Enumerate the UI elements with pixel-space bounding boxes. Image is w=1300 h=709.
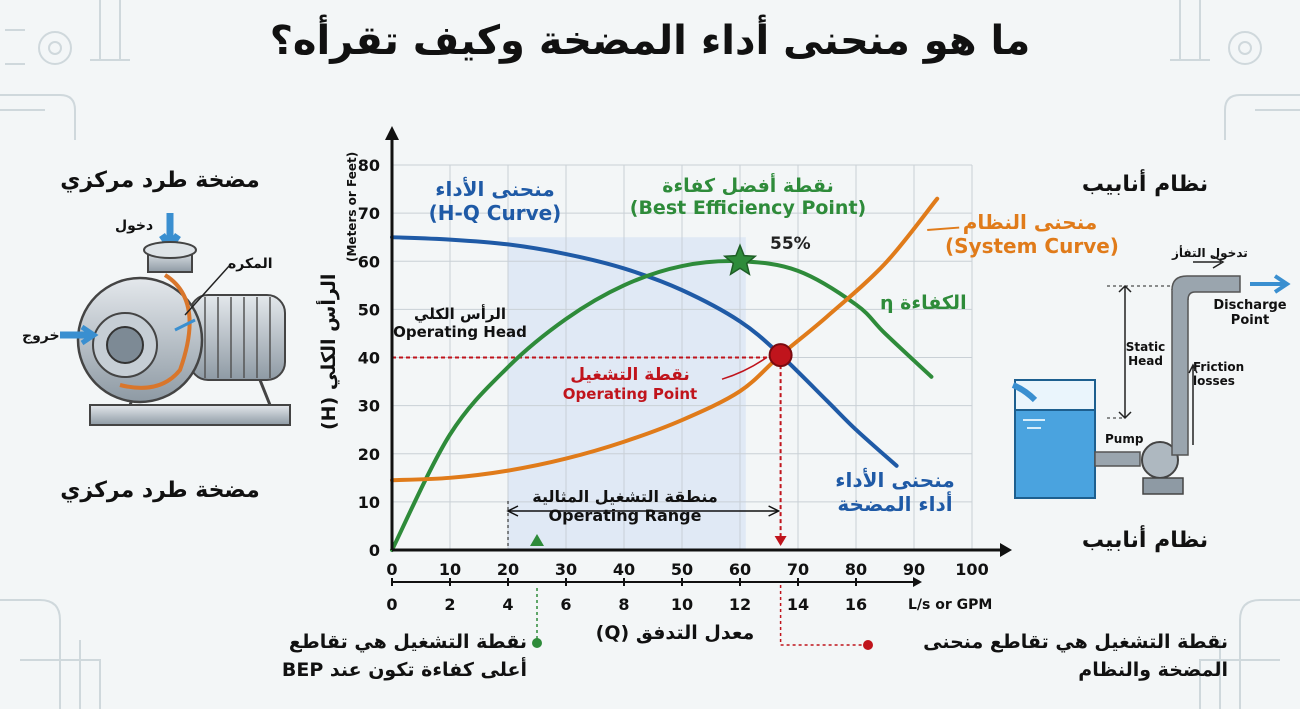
- x2-axis-arrow-icon: [913, 577, 922, 587]
- system-curve-label: منحنى النظام (System Curve): [945, 210, 1119, 258]
- x-tick-label: 40: [613, 560, 635, 579]
- x2-tick-label: 16: [845, 595, 867, 614]
- centrifugal-pump-illustration: [60, 213, 291, 426]
- hq-bottom-label: منحنى الأداء أداء المضخة: [835, 468, 955, 516]
- piping-label-top: نظام أنابيب: [1081, 172, 1209, 197]
- flow-entry-label: تدخول التفأز: [1172, 246, 1248, 260]
- y-tick-label: 0: [369, 541, 380, 560]
- efficiency-curve: [390, 259, 934, 552]
- discharge-label: Discharge Point: [1213, 298, 1287, 328]
- inlet-label: دخول: [115, 218, 154, 234]
- operating-range-shade: [508, 237, 746, 550]
- y-axis-arrow-icon: [385, 126, 399, 140]
- y-tick-label: 60: [358, 252, 380, 271]
- y-tick-label: 10: [358, 493, 380, 512]
- right-note-leader: [779, 585, 868, 646]
- y-tick-label: 20: [358, 445, 380, 464]
- x-tick-label: 20: [497, 560, 519, 579]
- y-axis-label-ar: الرأس الكلي (H): [318, 273, 340, 430]
- right-note-bullet-icon: [863, 640, 873, 650]
- piping-label-bottom: نظام أنابيب: [1081, 528, 1209, 553]
- efficiency-label: الكفاءة η: [880, 292, 967, 314]
- y-tick-label: 30: [358, 397, 380, 416]
- x-axis-arrow-icon: [1000, 543, 1012, 557]
- pump-label-top: مضخة طرد مركزي: [60, 168, 260, 193]
- pump-small-label: Pump: [1105, 432, 1144, 446]
- page-title: ما هو منحنى أداء المضخة وكيف تقرأه؟: [269, 18, 1031, 64]
- discharge-arrow-icon: [1250, 274, 1291, 294]
- x-tick-label: 50: [671, 560, 693, 579]
- x-units-label: L/s or GPM: [908, 597, 993, 613]
- x2-tick-label: 2: [444, 595, 455, 614]
- pump-label-bottom: مضخة طرد مركزي: [60, 478, 260, 503]
- operating-range-label: منطقة التشغيل المثالية Operating Range: [532, 487, 718, 525]
- piping-system-illustration: [1011, 255, 1291, 499]
- y-tick-label: 80: [358, 156, 380, 175]
- range-arrow-right-icon: [768, 505, 781, 517]
- x-axis-label: معدل التدفق (Q): [595, 622, 755, 644]
- y-axis-label-en: (Meters or Feet): [345, 151, 359, 262]
- x-tick-label: 90: [903, 560, 925, 579]
- x2-tick-label: 4: [502, 595, 513, 614]
- left-note-bullet-icon: [532, 638, 542, 648]
- note-left: نقطة التشغيل هي تقاطع أعلى كفاءة تكون عن…: [281, 631, 527, 681]
- x-tick-label: 0: [386, 560, 397, 579]
- y-tick-label: 40: [358, 349, 380, 368]
- operating-flow-marker-icon: [774, 536, 787, 546]
- system-curve: [390, 196, 940, 483]
- x2-tick-label: 10: [671, 595, 693, 614]
- op-label-arrow: [721, 356, 768, 380]
- note-right: نقطة التشغيل هي تقاطع منحنى المضخة والنظ…: [923, 631, 1228, 681]
- x2-tick-label: 8: [618, 595, 629, 614]
- bep-percent-label: 55%: [770, 234, 811, 254]
- range-arrow-left-icon: [506, 505, 519, 517]
- operating-point-marker: [768, 343, 793, 368]
- x-tick-label: 30: [555, 560, 577, 579]
- friction-label: Friction losses: [1193, 360, 1245, 388]
- y-tick-label: 50: [358, 300, 380, 319]
- bep-star-icon: [722, 243, 758, 276]
- x2-tick-label: 14: [787, 595, 809, 614]
- static-head-label: Static Head: [1125, 340, 1166, 368]
- outlet-label: خروج: [22, 328, 60, 344]
- bep-label: نقطة أفضل كفاءة (Best Efficiency Point): [629, 175, 867, 219]
- x-tick-label: 100: [955, 560, 988, 579]
- x2-tick-label: 6: [560, 595, 571, 614]
- operating-head-label: الرأس الكلي Operating Head: [393, 305, 527, 341]
- bep-flow-marker-icon: [530, 534, 544, 546]
- operating-point-label: نقطة التشغيل Operating Point: [562, 365, 698, 403]
- system-label-arrow: [927, 226, 960, 231]
- x-tick-label: 70: [787, 560, 809, 579]
- impeller-label: المكره: [228, 256, 273, 272]
- y-tick-label: 70: [358, 204, 380, 223]
- x-tick-label: 80: [845, 560, 867, 579]
- x2-tick-label: 0: [386, 595, 397, 614]
- hq-curve: [390, 235, 899, 468]
- x2-tick-label: 12: [729, 595, 751, 614]
- x-tick-label: 10: [439, 560, 461, 579]
- hq-curve-label: منحنى الأداء (H-Q Curve): [428, 177, 562, 225]
- x-tick-label: 60: [729, 560, 751, 579]
